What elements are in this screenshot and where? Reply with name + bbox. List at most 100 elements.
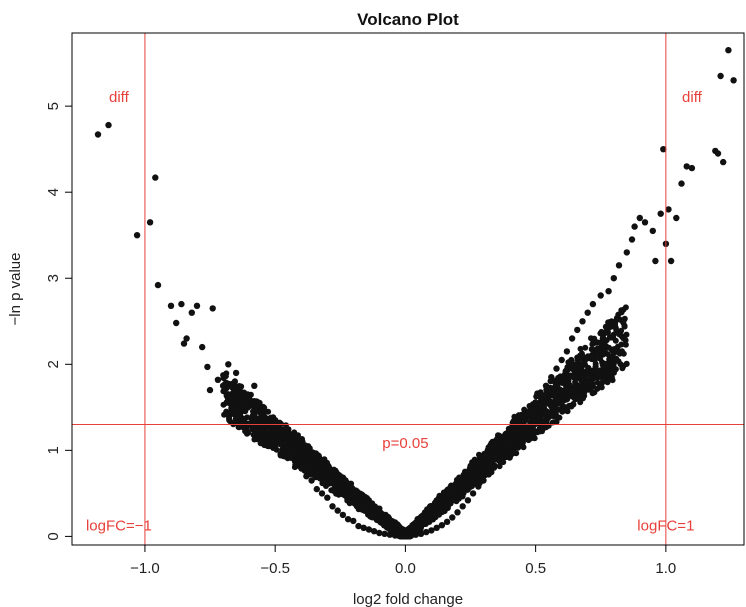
data-point — [279, 450, 286, 457]
data-point — [236, 413, 243, 419]
data-point — [563, 348, 571, 355]
data-point — [154, 281, 162, 289]
data-point — [488, 460, 494, 466]
data-point — [496, 457, 503, 464]
data-point — [381, 530, 388, 537]
data-point — [496, 463, 503, 470]
data-point — [227, 418, 234, 425]
data-point — [244, 414, 251, 421]
data-point — [506, 427, 513, 434]
data-point — [527, 408, 534, 415]
data-point — [591, 335, 598, 342]
data-point — [362, 503, 369, 510]
data-point — [133, 232, 141, 239]
data-point — [631, 223, 638, 230]
annotation-label: diff — [109, 89, 130, 106]
data-point — [365, 526, 373, 533]
data-point — [303, 463, 310, 470]
data-point — [238, 383, 245, 390]
data-point — [515, 419, 522, 426]
x-tick-label: 1.0 — [655, 560, 676, 577]
data-point — [350, 517, 357, 525]
data-point — [563, 395, 570, 401]
data-point — [667, 257, 675, 265]
data-point — [287, 446, 294, 453]
data-point — [467, 481, 474, 488]
data-point — [333, 480, 340, 487]
annotation-label: logFC=1 — [637, 518, 694, 535]
data-point — [584, 309, 591, 316]
data-point — [720, 158, 727, 166]
y-tick-label: 3 — [45, 274, 62, 282]
data-point — [272, 417, 279, 424]
data-point — [441, 504, 448, 511]
data-point — [287, 451, 294, 458]
data-point — [377, 509, 384, 516]
data-point — [387, 525, 394, 532]
data-point — [183, 335, 190, 342]
data-point — [277, 434, 284, 441]
data-point — [603, 327, 610, 334]
data-point — [622, 341, 629, 348]
data-point — [324, 494, 331, 501]
data-point — [568, 335, 576, 342]
data-point — [558, 356, 565, 364]
data-point — [277, 441, 284, 448]
data-point — [237, 397, 244, 404]
data-point — [391, 532, 399, 539]
data-point — [355, 522, 362, 530]
data-point — [329, 474, 336, 481]
data-point — [419, 516, 426, 523]
data-point — [370, 528, 378, 535]
data-point — [424, 508, 431, 515]
data-point — [547, 398, 554, 405]
data-point — [337, 486, 344, 492]
data-point — [346, 481, 353, 488]
data-point — [649, 227, 656, 235]
annotations: diff diff p=0.05 logFC=−1 logFC=1 — [86, 89, 703, 535]
data-point — [199, 343, 206, 351]
data-point — [345, 494, 352, 501]
data-point — [265, 408, 272, 415]
data-point — [369, 500, 376, 507]
data-point — [556, 388, 563, 395]
data-point — [256, 399, 263, 407]
data-point — [608, 318, 615, 325]
data-point — [301, 453, 308, 460]
data-point — [407, 532, 414, 539]
data-point — [412, 531, 419, 538]
data-point — [251, 382, 258, 389]
data-point — [553, 365, 560, 372]
data-point — [440, 489, 447, 496]
data-point — [574, 394, 581, 401]
data-point — [540, 417, 547, 424]
data-point — [616, 331, 623, 338]
data-point — [245, 422, 252, 429]
data-point — [152, 174, 159, 181]
data-point — [214, 376, 222, 383]
data-point — [725, 47, 732, 54]
data-point — [497, 445, 504, 451]
data-point — [657, 210, 664, 217]
data-point — [597, 371, 603, 378]
data-point — [548, 412, 555, 419]
data-point — [569, 366, 576, 373]
data-point — [598, 328, 605, 335]
data-point — [509, 422, 516, 429]
data-point — [372, 507, 379, 514]
data-point — [303, 473, 310, 480]
data-point — [449, 514, 456, 521]
data-point — [433, 524, 440, 531]
data-point — [549, 390, 556, 397]
data-point — [490, 464, 498, 471]
data-point — [222, 373, 229, 380]
data-point — [452, 496, 459, 503]
data-point — [329, 503, 336, 510]
data-point — [423, 528, 430, 536]
data-point — [475, 483, 482, 490]
data-point — [683, 163, 690, 170]
data-point — [568, 403, 575, 410]
data-point — [516, 425, 524, 432]
data-point — [622, 304, 629, 311]
